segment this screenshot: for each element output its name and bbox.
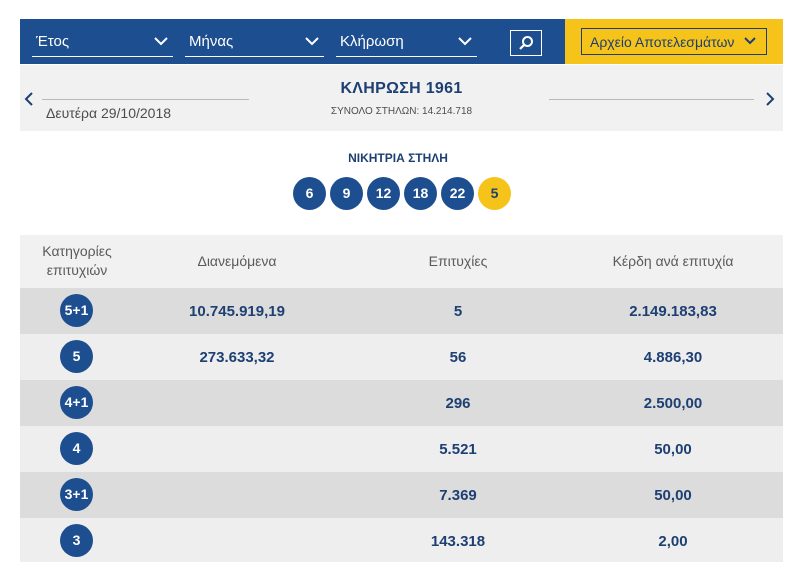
winning-number-ball: 9 (330, 177, 363, 210)
prize-cell: 2.500,00 (643, 395, 703, 412)
table-row: 4 5.521 50,00 (20, 426, 783, 472)
joker-ball: 5 (478, 177, 511, 210)
winners-cell: 5 (453, 303, 463, 320)
category-badge: 4 (60, 432, 93, 465)
chevron-down-icon (744, 37, 756, 45)
header-winners: Επιτυχίες (428, 253, 488, 269)
chevron-down-icon (458, 37, 472, 46)
draw-date: Δευτέρα 29/10/2018 (46, 105, 172, 121)
category-badge: 4+1 (60, 386, 93, 419)
table-row: 3 143.318 2,00 (20, 518, 783, 562)
chevron-down-icon (154, 37, 168, 46)
draw-dropdown[interactable]: Κλήρωση (336, 33, 477, 57)
prize-cell: 2.149.183,83 (629, 303, 717, 320)
table-row: 5 273.633,32 56 4.886,30 (20, 334, 783, 380)
chevron-left-icon[interactable] (24, 91, 34, 107)
winners-cell: 5.521 (439, 441, 477, 458)
header-distributed: Διανεμόμενα (197, 253, 277, 269)
results-table: Κατηγορίες επιτυχιών Διανεμόμενα Επιτυχί… (20, 235, 783, 562)
prize-cell: 4.886,30 (643, 349, 703, 366)
draw-dropdown-label: Κλήρωση (340, 33, 404, 50)
distributed-cell: 10.745.919,19 (189, 303, 285, 320)
table-header: Κατηγορίες επιτυχιών Διανεμόμενα Επιτυχί… (20, 235, 783, 288)
winning-number-ball: 18 (404, 177, 437, 210)
search-icon (519, 36, 533, 50)
category-badge: 3 (60, 524, 93, 557)
winners-cell: 7.369 (439, 487, 477, 504)
table-row: 3+1 7.369 50,00 (20, 472, 783, 518)
category-badge: 5 (60, 340, 93, 373)
month-dropdown-label: Μήνας (189, 33, 234, 50)
distributed-cell: 273.633,32 (199, 349, 275, 366)
winners-cell: 296 (445, 395, 471, 412)
chevron-down-icon (305, 37, 319, 46)
winners-cell: 143.318 (430, 533, 486, 550)
prize-cell: 2,00 (658, 533, 688, 550)
archive-dropdown[interactable]: Αρχείο Αποτελεσμάτων (581, 28, 767, 55)
winners-cell: 56 (449, 349, 467, 366)
draw-header: ΚΛΗΡΩΣΗ 1961 ΣΥΝΟΛΟ ΣΤΗΛΩΝ: 14.214.718 Δ… (20, 65, 783, 131)
prize-cell: 50,00 (654, 441, 692, 458)
winning-column-title: ΝΙΚΗΤΡΙΑ ΣΤΗΛΗ (348, 151, 448, 165)
header-category: Κατηγορίες επιτυχιών (42, 243, 112, 278)
search-button[interactable] (510, 30, 542, 56)
prize-cell: 50,00 (654, 487, 692, 504)
category-badge: 3+1 (60, 478, 93, 511)
draw-total-columns: ΣΥΝΟΛΟ ΣΤΗΛΩΝ: 14.214.718 (330, 106, 473, 117)
divider (549, 99, 754, 100)
winning-number-ball: 6 (293, 177, 326, 210)
table-row: 5+1 10.745.919,19 5 2.149.183,83 (20, 288, 783, 334)
month-dropdown[interactable]: Μήνας (185, 33, 324, 57)
divider (42, 99, 249, 100)
archive-panel: Αρχείο Αποτελεσμάτων (565, 19, 783, 64)
filter-bar: Έτος Μήνας Κλήρωση (20, 19, 565, 64)
header-prize: Κέρδη ανά επιτυχία (612, 253, 734, 269)
archive-dropdown-label: Αρχείο Αποτελεσμάτων (590, 34, 735, 50)
winning-number-ball: 12 (367, 177, 400, 210)
winning-number-ball: 22 (441, 177, 474, 210)
year-dropdown-label: Έτος (36, 33, 70, 50)
table-row: 4+1 296 2.500,00 (20, 380, 783, 426)
chevron-right-icon[interactable] (765, 91, 775, 107)
draw-title: ΚΛΗΡΩΣΗ 1961 (340, 80, 463, 97)
category-badge: 5+1 (60, 294, 93, 327)
year-dropdown[interactable]: Έτος (32, 33, 173, 57)
